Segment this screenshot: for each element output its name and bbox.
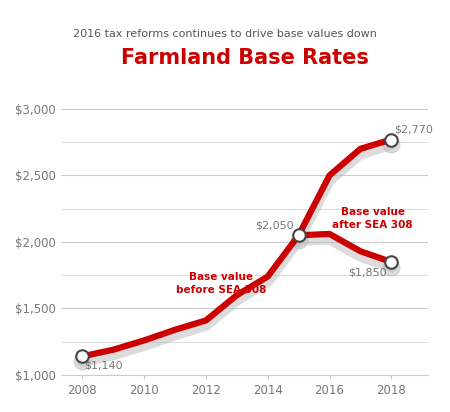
Text: 2016 tax reforms continues to drive base values down: 2016 tax reforms continues to drive base… — [73, 29, 377, 39]
Text: $1,850: $1,850 — [348, 267, 387, 277]
Text: $1,140: $1,140 — [84, 360, 122, 370]
Text: $2,050: $2,050 — [255, 221, 294, 231]
Text: $2,770: $2,770 — [394, 124, 433, 134]
Text: Base value
after SEA 308: Base value after SEA 308 — [333, 207, 413, 230]
Title: Farmland Base Rates: Farmland Base Rates — [121, 48, 369, 68]
Text: Base value
before SEA 308: Base value before SEA 308 — [176, 272, 266, 295]
